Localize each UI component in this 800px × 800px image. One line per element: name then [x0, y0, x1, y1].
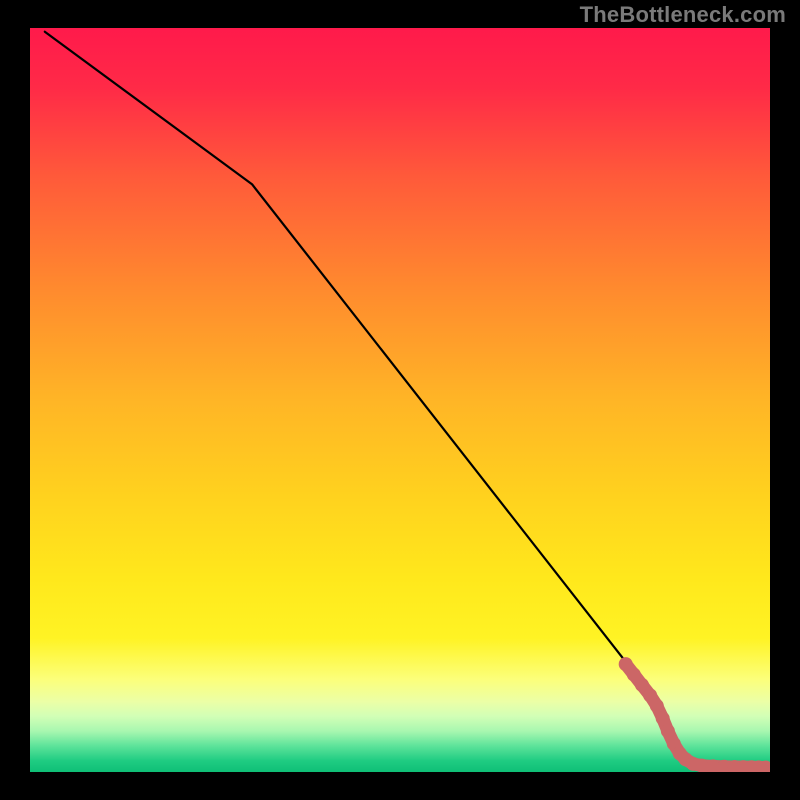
watermark-text: TheBottleneck.com [580, 2, 786, 28]
plot-background [30, 28, 770, 772]
bottleneck-chart [0, 0, 800, 800]
